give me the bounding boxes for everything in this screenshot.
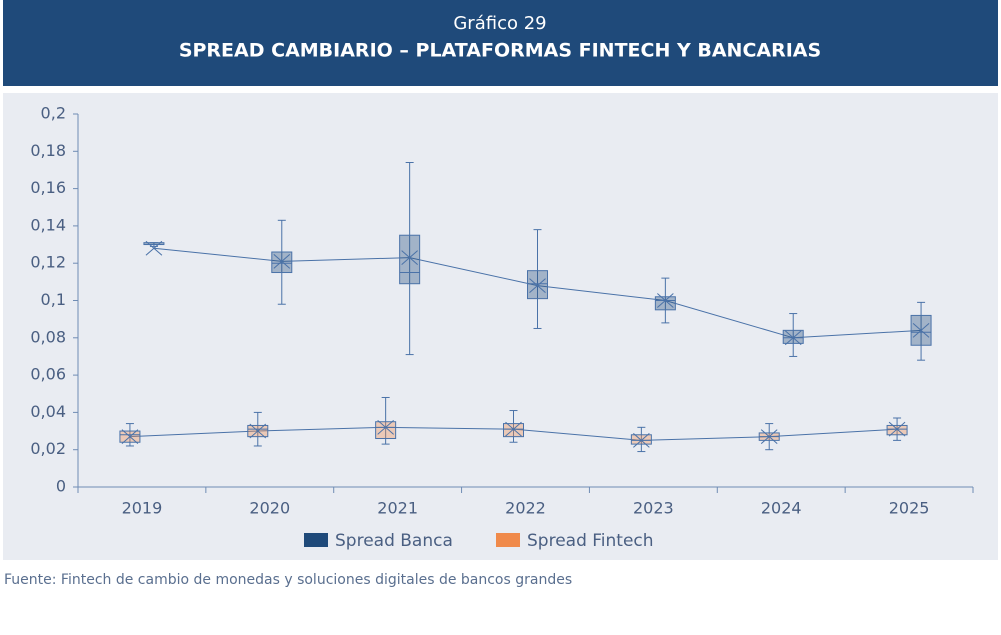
y-tick-label: 0,18 [30, 141, 66, 160]
mean-marker [145, 240, 163, 256]
y-tick-label: 0,06 [30, 365, 66, 384]
mean-marker [121, 429, 139, 445]
mean-marker [505, 421, 522, 437]
y-tick-label: 0,02 [30, 439, 66, 458]
legend-swatch [304, 533, 328, 547]
chart-title: SPREAD CAMBIARIO – PLATAFORMAS FINTECH Y… [179, 40, 821, 62]
x-tick-label: 2022 [505, 499, 546, 518]
y-tick-label: 0,2 [41, 104, 66, 123]
y-tick-label: 0,14 [30, 215, 66, 234]
x-tick-label: 2024 [761, 499, 802, 518]
legend-label: Spread Fintech [527, 531, 654, 551]
chart-subtitle: Gráfico 29 [453, 13, 546, 34]
mean-marker [657, 293, 674, 308]
box [375, 421, 397, 440]
x-tick-label: 2020 [249, 499, 290, 518]
header-band [3, 0, 998, 86]
source-note: Fuente: Fintech de cambio de monedas y s… [4, 572, 572, 588]
y-tick-label: 0,1 [41, 290, 66, 309]
box [527, 270, 548, 300]
mean-marker [401, 250, 418, 265]
mean-marker [273, 253, 291, 269]
box [886, 424, 908, 436]
mean-marker [249, 423, 267, 439]
mean-marker [529, 278, 546, 293]
mean-marker [377, 419, 394, 435]
x-tick-label: 2021 [377, 499, 418, 518]
y-tick-label: 0,08 [30, 327, 66, 346]
y-tick-label: 0 [56, 477, 66, 496]
x-tick-label: 2019 [122, 499, 163, 518]
box [654, 296, 676, 311]
y-tick-label: 0,16 [30, 178, 66, 197]
mean-marker [760, 429, 778, 445]
plot-panel [3, 93, 998, 560]
y-tick-label: 0,04 [30, 402, 66, 421]
box [630, 434, 652, 445]
mean-marker [633, 432, 650, 448]
legend-label: Spread Banca [335, 531, 453, 551]
mean-marker [912, 322, 930, 338]
x-tick-label: 2023 [633, 499, 674, 518]
box [399, 234, 421, 285]
mean-marker [784, 330, 802, 346]
mean-marker [888, 421, 906, 437]
legend-swatch [496, 533, 520, 547]
y-tick-label: 0,12 [30, 253, 66, 272]
x-tick-label: 2025 [889, 499, 930, 518]
